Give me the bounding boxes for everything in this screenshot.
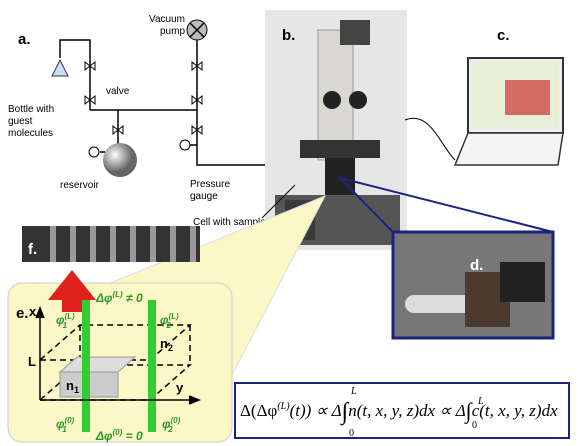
text-part: Δ(Δφ — [240, 401, 278, 420]
text-part: ≠ 0 — [123, 291, 143, 305]
text-part: Δφ — [95, 291, 113, 305]
arrow — [48, 270, 96, 312]
axes — [35, 305, 202, 405]
text: Δφ(L) ≠ 0 — [95, 290, 143, 305]
axis-label: L — [28, 354, 36, 369]
limit: L — [350, 386, 357, 397]
text-part: c(t, x, y, z)dx — [472, 401, 558, 420]
axis-label: x — [29, 304, 37, 319]
text-part: 1 — [74, 385, 79, 395]
text-part: (L) — [168, 312, 179, 321]
text: reservoir — [60, 180, 100, 191]
text-part: Δφ — [95, 429, 113, 443]
label: d. — [470, 257, 483, 274]
text-part: n(t, x, y, z)dx ∝ Δ — [348, 401, 466, 420]
axis-label: y — [176, 380, 184, 395]
text-part: (t)) ∝ Δ — [290, 401, 342, 420]
text-part: 2 — [168, 343, 173, 353]
piping — [59, 39, 295, 166]
text-part: (L) — [277, 401, 290, 412]
leader — [261, 184, 296, 219]
text-part: n — [66, 378, 74, 393]
text-part: (0) — [170, 416, 180, 425]
beam-2 — [148, 300, 156, 432]
pump-x — [189, 22, 205, 38]
text-part: 1 — [63, 321, 68, 330]
gauge — [88, 146, 100, 158]
limit: L — [477, 396, 484, 407]
text: φ(0) 1 — [56, 416, 75, 434]
text-part: ∫ — [464, 398, 474, 424]
laptop — [453, 57, 564, 166]
reservoir — [103, 143, 137, 177]
text-part: (L) — [64, 312, 75, 321]
text-part: φ — [56, 313, 65, 327]
text-part: (0) — [64, 416, 74, 425]
text-part: φ — [162, 417, 171, 431]
text: Pressure — [190, 179, 230, 190]
text: gauge — [190, 191, 218, 202]
label: b. — [282, 27, 295, 44]
text: valve — [106, 86, 130, 97]
beam-1 — [82, 300, 90, 432]
text: n2 — [160, 336, 173, 353]
text: guest — [8, 116, 33, 127]
text-part: φ — [160, 313, 169, 327]
cable — [404, 117, 456, 161]
text: pump — [160, 26, 185, 37]
text-part: (L) — [113, 290, 124, 299]
formula-box — [234, 382, 570, 439]
text: φ(L) 1 — [56, 312, 75, 330]
text: φ(L) 2 — [160, 312, 179, 330]
formula: Δ(Δφ(L)(t)) ∝ Δ∫n(t, x, y, z)dx ∝ Δ∫c(t,… — [240, 398, 558, 426]
text: φ(0) 2 — [162, 416, 181, 434]
label: c. — [497, 27, 510, 44]
label: f. — [28, 241, 37, 258]
text-part: = 0 — [122, 429, 143, 443]
text-part: (0) — [113, 428, 123, 437]
limit: 0 — [472, 420, 477, 431]
gauge — [179, 139, 191, 151]
text: Δφ(0) = 0 — [95, 428, 143, 443]
text-part: 2 — [166, 321, 172, 330]
bottle — [51, 58, 69, 77]
limit: 0 — [349, 428, 354, 439]
text-part: n — [160, 336, 168, 351]
text-part: φ — [56, 417, 65, 431]
text-part: 2 — [167, 425, 173, 434]
text: Bottle with — [8, 104, 54, 115]
text: Cell with sample — [193, 217, 266, 228]
text: Vacuum — [149, 14, 185, 25]
label: e. — [16, 305, 29, 322]
text: n1 — [66, 378, 79, 395]
stripes — [50, 226, 196, 262]
text-part: 1 — [62, 425, 67, 434]
text: molecules — [8, 128, 53, 139]
label: a. — [18, 31, 31, 48]
text-part: ∫ — [340, 399, 350, 426]
cell-photo — [405, 262, 545, 327]
valves — [84, 60, 203, 136]
